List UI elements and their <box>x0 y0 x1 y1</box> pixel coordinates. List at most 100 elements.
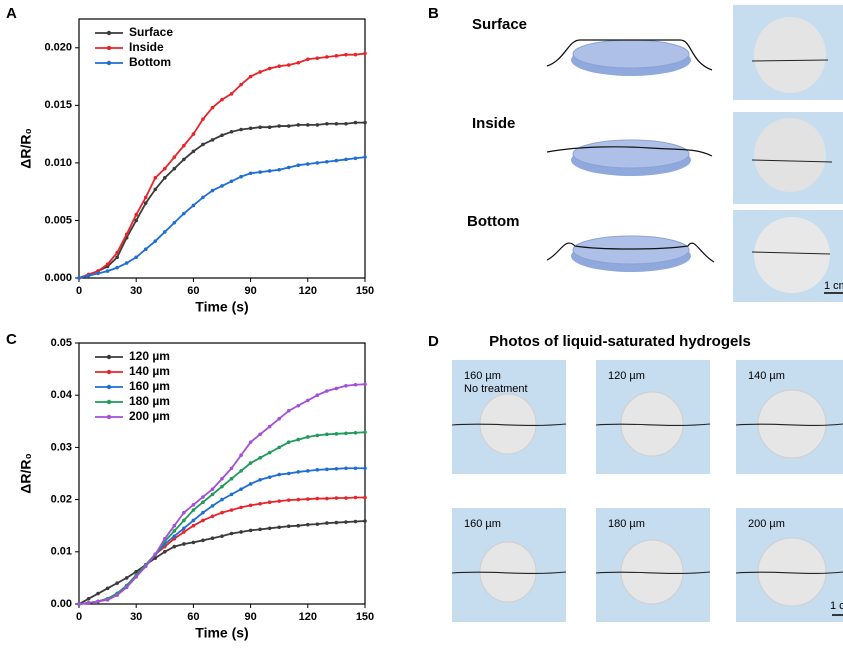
data-point <box>96 599 100 604</box>
data-point <box>363 430 367 435</box>
x-tick-label: 60 <box>187 285 199 297</box>
data-point <box>86 601 91 605</box>
data-point <box>325 521 329 525</box>
data-point <box>306 435 310 439</box>
y-tick-label: 0.03 <box>51 441 72 453</box>
data-point <box>115 250 119 255</box>
data-point <box>239 469 243 473</box>
data-point <box>201 500 205 505</box>
data-point <box>220 534 224 538</box>
data-point <box>229 130 234 134</box>
data-point <box>191 203 196 208</box>
y-tick-label: 0.00 <box>51 598 72 610</box>
data-point <box>344 384 348 388</box>
data-point <box>220 133 224 138</box>
data-point <box>267 66 272 71</box>
data-point <box>163 230 167 234</box>
data-point <box>201 510 205 515</box>
y-tick-label: 0.010 <box>44 157 72 169</box>
data-point <box>315 161 320 165</box>
data-point <box>134 575 138 579</box>
data-point <box>296 523 301 528</box>
legend-label: Bottom <box>129 55 171 69</box>
data-point <box>77 602 81 606</box>
data-point <box>172 544 177 549</box>
series-line <box>78 121 365 279</box>
data-point <box>267 450 272 455</box>
data-point <box>153 556 158 560</box>
photo-note: No treatment <box>464 383 528 395</box>
data-point <box>296 497 301 502</box>
data-point <box>334 121 339 126</box>
data-point <box>277 64 282 68</box>
data-point <box>248 482 253 486</box>
series-line <box>78 431 366 605</box>
data-point <box>153 239 158 243</box>
legend-marker <box>106 399 112 405</box>
data-point <box>344 157 348 162</box>
data-point <box>248 503 253 508</box>
legend-label: 180 µm <box>129 394 170 408</box>
data-point <box>277 525 282 530</box>
data-point <box>210 504 215 508</box>
data-point <box>363 519 367 523</box>
data-point <box>258 125 262 130</box>
data-point <box>325 121 329 126</box>
data-point <box>220 484 224 489</box>
x-axis-label: Time (s) <box>195 625 248 641</box>
data-point <box>124 576 129 580</box>
data-point <box>315 56 320 60</box>
row-label: Inside <box>472 115 515 132</box>
data-point <box>77 276 81 280</box>
x-tick-label: 30 <box>130 611 142 623</box>
data-point <box>210 492 215 497</box>
data-point <box>296 403 301 408</box>
legend-marker <box>106 60 112 66</box>
data-point <box>277 499 282 503</box>
data-point <box>172 155 177 159</box>
data-point <box>267 424 272 429</box>
x-tick-label: 90 <box>244 285 256 297</box>
photo-label: 160 µm <box>464 518 501 530</box>
data-point <box>334 496 339 500</box>
legend-marker <box>106 369 112 375</box>
row-label: Bottom <box>467 213 520 230</box>
data-point <box>258 432 262 437</box>
data-point <box>258 170 262 174</box>
data-point <box>182 157 186 162</box>
data-point <box>239 174 243 179</box>
data-point <box>325 159 329 164</box>
data-point <box>191 503 196 507</box>
data-point <box>363 155 367 159</box>
data-point <box>201 195 205 200</box>
data-point <box>124 232 129 237</box>
data-point <box>182 143 186 148</box>
photo-label: 120 µm <box>608 370 645 382</box>
data-point <box>201 117 205 121</box>
data-point <box>363 495 367 500</box>
data-point <box>105 269 110 273</box>
data-point <box>267 169 272 173</box>
data-point <box>306 162 310 166</box>
data-point <box>86 273 91 278</box>
legend-label: 140 µm <box>129 364 170 378</box>
data-point <box>143 201 148 205</box>
x-tick-label: 90 <box>244 611 256 623</box>
data-point <box>220 497 224 502</box>
data-point <box>267 526 272 531</box>
data-point <box>134 255 138 260</box>
data-point <box>115 581 119 585</box>
data-point <box>325 496 329 501</box>
data-point <box>143 195 148 200</box>
data-point <box>248 74 253 79</box>
data-point <box>248 528 253 533</box>
data-point <box>229 531 234 536</box>
photo-label: 200 µm <box>748 518 785 530</box>
legend-marker <box>106 45 112 51</box>
data-point <box>325 389 329 393</box>
data-point <box>344 121 348 126</box>
legend-label: Inside <box>129 40 164 54</box>
data-point <box>105 262 110 266</box>
data-point <box>248 461 253 465</box>
